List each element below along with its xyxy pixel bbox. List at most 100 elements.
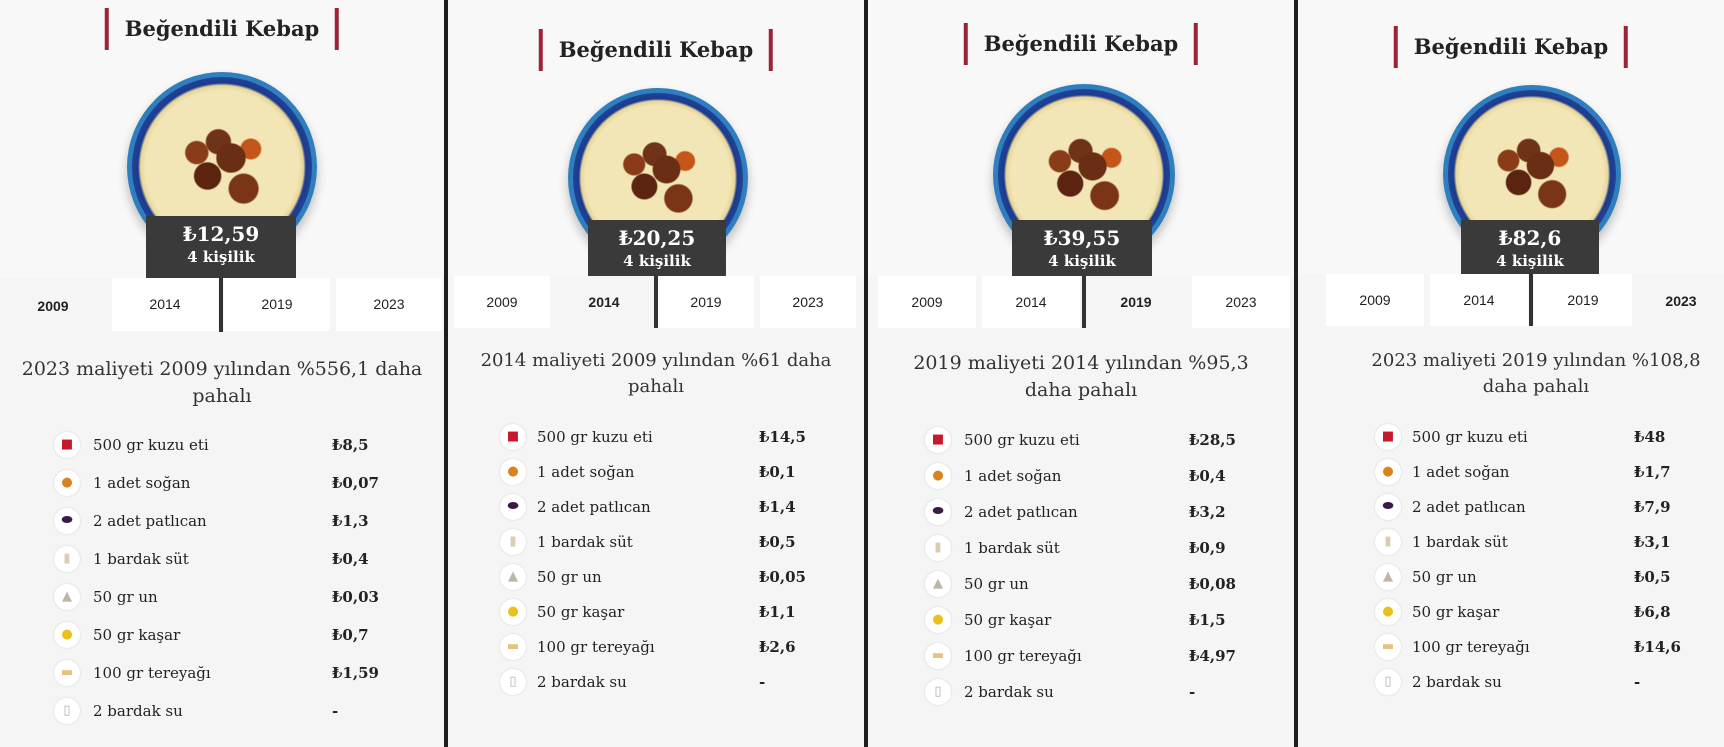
ingredient-name: 2 bardak su [964, 683, 1054, 701]
ingredient-cost: ₺14,6 [1634, 638, 1681, 656]
ingredient-name: 1 bardak süt [964, 539, 1060, 557]
ingredient-cost: ₺1,4 [759, 498, 796, 516]
ingredient-name: 2 adet patlıcan [93, 512, 207, 530]
meat-icon: ■ [925, 427, 951, 453]
eggplant-icon: ⬬ [54, 508, 80, 534]
butter-icon: ▬ [1375, 634, 1401, 660]
tab-2014[interactable]: 2014 [982, 276, 1080, 328]
tab-2019[interactable]: 2019 [224, 278, 330, 331]
ingredient-name: 2 adet patlıcan [964, 503, 1078, 521]
tab-2014[interactable]: 2014 [1430, 274, 1528, 326]
ingredient-name: 50 gr kaşar [964, 611, 1052, 629]
cheese-icon: ● [54, 622, 80, 648]
tab-2009[interactable]: 2009 [0, 278, 106, 334]
tab-2023[interactable]: 2023 [760, 276, 856, 328]
recipe-panel-2: Beğendili Kebap ₺20,25 4 kişilik 2009 20… [448, 0, 864, 747]
water-icon: ▯ [925, 679, 951, 705]
tab-2019[interactable]: 2019 [658, 276, 754, 328]
ingredient-cost: ₺1,7 [1634, 463, 1671, 481]
ingredient-cost: ₺6,8 [1634, 603, 1671, 621]
cost-summary: 2019 maliyeti 2014 yılından %95,3 daha p… [913, 352, 1249, 401]
ingredient-cost: ₺1,1 [759, 603, 796, 621]
year-tabs: 2009 2014 2019 2023 [448, 276, 864, 328]
meat-icon: ■ [54, 432, 80, 458]
ingredient-cost: ₺0,1 [759, 463, 796, 481]
ingredient-cost: ₺0,5 [759, 533, 796, 551]
ingredient-cost: ₺0,08 [1189, 575, 1236, 593]
total-price: ₺20,25 [618, 226, 696, 250]
tab-indicator [654, 276, 658, 328]
ingredient-name: 1 adet soğan [93, 474, 191, 492]
details-area: 2023 maliyeti 2009 yılından %556,1 daha … [0, 334, 444, 747]
servings-label: 4 kişilik [1496, 252, 1564, 270]
tab-2014[interactable]: 2014 [556, 276, 652, 328]
tab-2009[interactable]: 2009 [454, 276, 550, 328]
panel-divider [864, 0, 868, 747]
flour-icon: ▲ [54, 584, 80, 610]
ingredient-name: 500 gr kuzu eti [537, 428, 653, 446]
ingredient-name: 50 gr un [537, 568, 602, 586]
total-price: ₺12,59 [182, 222, 260, 246]
cheese-icon: ● [500, 599, 526, 625]
tab-2009[interactable]: 2009 [1326, 274, 1424, 326]
cheese-icon: ● [925, 607, 951, 633]
ingredient-cost: ₺3,2 [1189, 503, 1226, 521]
details-area: 2023 maliyeti 2019 yılından %108,8 daha … [1298, 328, 1724, 747]
panel-divider [1294, 0, 1298, 747]
ingredient-cost: ₺14,5 [759, 428, 806, 446]
ingredient-cost: ₺2,6 [759, 638, 796, 656]
ingredient-name: 50 gr un [93, 588, 158, 606]
ingredient-cost: ₺0,4 [332, 550, 369, 568]
total-price: ₺82,6 [1498, 226, 1562, 250]
cost-summary: 2023 maliyeti 2009 yılından %556,1 daha … [21, 358, 423, 407]
ingredient-cost: ₺1,59 [332, 664, 379, 682]
recipe-title: Beğendili Kebap [963, 23, 1199, 65]
milk-icon: ▮ [54, 546, 80, 572]
ingredient-cost: ₺3,1 [1634, 533, 1671, 551]
tab-2014[interactable]: 2014 [112, 278, 218, 331]
ingredient-name: 1 bardak süt [537, 533, 633, 551]
ingredient-name: 50 gr kaşar [537, 603, 625, 621]
recipe-title: Beğendili Kebap [538, 29, 774, 71]
tab-2009[interactable]: 2009 [878, 276, 976, 328]
recipe-panel-3: Beğendili Kebap ₺39,55 4 kişilik 2009 20… [868, 0, 1294, 747]
ingredient-cost: ₺28,5 [1189, 431, 1236, 449]
ingredient-name: 100 gr tereyağı [964, 647, 1082, 665]
ingredient-cost: ₺1,5 [1189, 611, 1226, 629]
eggplant-icon: ⬬ [500, 494, 526, 520]
tab-2019[interactable]: 2019 [1086, 276, 1186, 328]
butter-icon: ▬ [500, 634, 526, 660]
ingredient-name: 50 gr kaşar [1412, 603, 1500, 621]
ingredient-cost: ₺7,9 [1634, 498, 1671, 516]
year-tabs: 2009 2014 2019 2023 [0, 278, 444, 334]
ingredient-name: 500 gr kuzu eti [1412, 428, 1528, 446]
tab-2023[interactable]: 2023 [1638, 274, 1724, 328]
ingredient-cost: ₺4,97 [1189, 647, 1236, 665]
price-box: ₺12,59 4 kişilik [146, 216, 296, 278]
year-tabs: 2009 2014 2019 2023 [1298, 274, 1724, 328]
cheese-icon: ● [1375, 599, 1401, 625]
servings-label: 4 kişilik [623, 252, 691, 270]
tab-2019[interactable]: 2019 [1534, 274, 1632, 326]
recipe-title: Beğendili Kebap [1393, 26, 1629, 68]
ingredient-cost: - [1189, 683, 1196, 701]
ingredient-cost: ₺8,5 [332, 436, 369, 454]
ingredient-name: 2 adet patlıcan [537, 498, 651, 516]
servings-label: 4 kişilik [187, 248, 255, 266]
ingredient-name: 1 adet soğan [1412, 463, 1510, 481]
onion-icon: ● [1375, 459, 1401, 485]
eggplant-icon: ⬬ [925, 499, 951, 525]
ingredient-name: 100 gr tereyağı [537, 638, 655, 656]
ingredient-name: 500 gr kuzu eti [93, 436, 209, 454]
tab-2023[interactable]: 2023 [1192, 276, 1290, 328]
ingredient-name: 50 gr un [964, 575, 1029, 593]
tab-indicator [219, 278, 223, 332]
ingredient-name: 2 bardak su [537, 673, 627, 691]
tab-2023[interactable]: 2023 [336, 278, 442, 331]
total-price: ₺39,55 [1043, 226, 1121, 250]
ingredient-name: 100 gr tereyağı [93, 664, 211, 682]
ingredient-cost: ₺0,5 [1634, 568, 1671, 586]
ingredient-name: 100 gr tereyağı [1412, 638, 1530, 656]
year-tabs: 2009 2014 2019 2023 [868, 276, 1294, 328]
panel-divider [444, 0, 448, 747]
